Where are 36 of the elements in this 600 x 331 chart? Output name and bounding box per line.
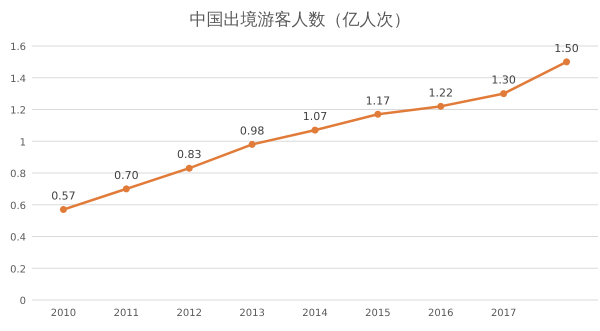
x-tick-label: 2016 (428, 308, 454, 319)
y-tick-label: 1 (20, 137, 26, 148)
point (122, 185, 130, 192)
y-tick-label: 1.2 (10, 106, 26, 116)
data-label: 1.30 (491, 74, 516, 87)
point (374, 110, 382, 118)
y-tick-label: 1.4 (10, 74, 26, 85)
x-tick-label: 2014 (302, 308, 328, 319)
x-tick-label: 2017 (490, 308, 516, 319)
data-label: 1.22 (428, 86, 454, 100)
point (500, 90, 508, 98)
x-tick-label: 2013 (239, 308, 265, 319)
data-label: 1.17 (366, 94, 390, 108)
y-tick-label: 1.6 (10, 42, 26, 53)
x-tick-label: 2011 (114, 308, 140, 319)
data-label: 1.07 (302, 110, 328, 124)
data-label: 0.83 (176, 148, 202, 162)
point (437, 102, 444, 110)
point (312, 126, 318, 134)
chart-title: 中国出境游客人数（亿人次） (190, 10, 410, 30)
point (248, 140, 256, 148)
y-tick-label: 0.8 (10, 169, 26, 180)
x-tick-label: 2012 (176, 308, 202, 319)
y-tick-label: 0 (20, 296, 26, 307)
point (60, 206, 67, 214)
y-tick-label: 0.2 (10, 264, 26, 276)
point (563, 58, 570, 66)
x-tick-label: 2015 (365, 308, 391, 319)
data-label: 0.98 (240, 124, 264, 138)
point (186, 164, 193, 172)
data-label: 0.57 (51, 190, 76, 203)
x-tick-label: 2010 (50, 308, 76, 319)
data-label: 0.70 (114, 168, 139, 182)
y-tick-label: 0.4 (10, 232, 26, 244)
data-label: 1.50 (554, 42, 579, 55)
y-tick-label: 0.6 (10, 200, 26, 212)
